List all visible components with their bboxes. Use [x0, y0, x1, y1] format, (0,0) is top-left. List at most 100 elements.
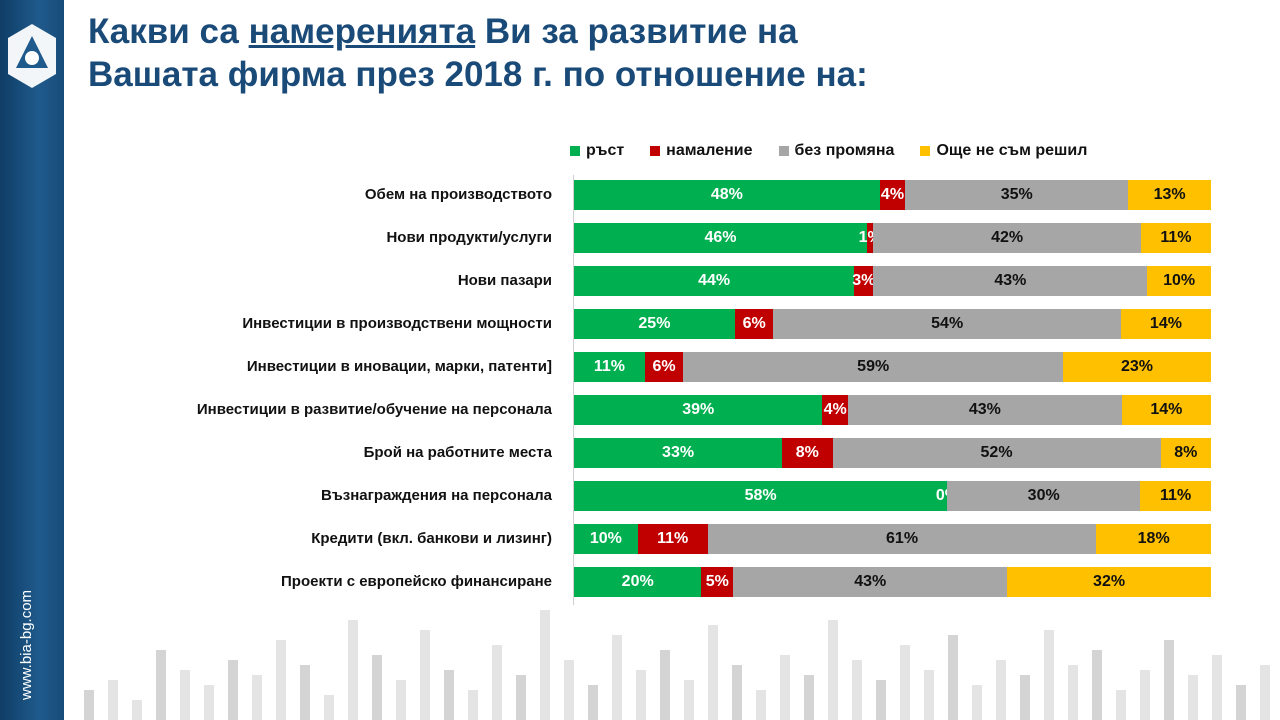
data-label: 14%	[1150, 401, 1183, 418]
decorative-skyline	[84, 610, 1270, 720]
data-label: 5%	[705, 573, 729, 590]
skyline-bar	[732, 665, 742, 720]
bar-segment-undecided: 14%	[1120, 309, 1211, 339]
bar-segment-decrease: 6%	[734, 309, 774, 339]
skyline-bar	[180, 670, 190, 720]
legend-swatch	[920, 146, 931, 156]
skyline-bar	[372, 655, 382, 720]
skyline-bar	[204, 685, 214, 720]
skyline-bar	[612, 635, 622, 720]
skyline-bar	[660, 650, 670, 720]
legend-item: Още не съм решил	[920, 142, 1087, 160]
bar-segment-decrease: 11%	[637, 524, 708, 554]
skyline-bar	[396, 680, 406, 720]
data-label: 23%	[1120, 358, 1153, 375]
data-label: 35%	[1000, 186, 1033, 203]
sidebar: www.bia-bg.com	[0, 0, 64, 720]
category-label: Нови продукти/услуги	[386, 229, 552, 246]
skyline-bar	[1188, 675, 1198, 720]
bar-segment-growth: 33%	[574, 438, 783, 468]
category-label: Обем на производството	[364, 186, 552, 203]
skyline-bar	[468, 690, 478, 720]
bar-segment-no-change: 42%	[873, 223, 1141, 253]
data-label: 48%	[710, 186, 743, 203]
bar-segment-no-change: 61%	[707, 524, 1097, 554]
title-underlined: намеренията	[248, 12, 476, 51]
bar-segment-no-change: 43%	[733, 567, 1008, 597]
bar-segment-growth: 11%	[574, 352, 645, 382]
skyline-bar	[1140, 670, 1150, 720]
bar-segment-growth: 20%	[574, 567, 702, 597]
data-label: 43%	[994, 272, 1027, 289]
website-url: www.bia-bg.com	[18, 589, 35, 700]
data-label: 11%	[1160, 229, 1192, 246]
bar-segment-no-change: 43%	[847, 395, 1122, 425]
skyline-bar	[228, 660, 238, 720]
skyline-bar	[852, 660, 862, 720]
skyline-bar	[1164, 640, 1174, 720]
skyline-bar	[756, 690, 766, 720]
title-line2: Вашата фирма през 2018 г. по отношение н…	[88, 55, 868, 94]
skyline-bar	[708, 625, 718, 720]
legend-label: ръст	[586, 142, 625, 159]
bar-segment-undecided: 32%	[1007, 567, 1211, 597]
skyline-bar	[108, 680, 118, 720]
skyline-bar	[780, 655, 790, 720]
category-axis	[573, 175, 574, 605]
bar-segment-undecided: 18%	[1096, 524, 1211, 554]
bia-logo-icon	[8, 24, 56, 88]
skyline-bar	[540, 610, 550, 720]
page-title: Какви са намеренията Ви за развитие на В…	[88, 10, 868, 96]
category-label: Проекти с европейско финансиране	[281, 573, 552, 590]
skyline-bar	[252, 675, 262, 720]
skyline-bar	[564, 660, 574, 720]
skyline-bar	[516, 675, 526, 720]
data-label: 10%	[1163, 272, 1196, 289]
bar-segment-growth: 39%	[574, 395, 823, 425]
bar-segment-growth: 58%	[574, 481, 948, 511]
skyline-bar	[588, 685, 598, 720]
legend-label: без промяна	[794, 142, 895, 159]
data-label: 59%	[857, 358, 890, 375]
data-label: 52%	[980, 444, 1013, 461]
skyline-bar	[1044, 630, 1054, 720]
title-text: Какви са	[88, 12, 249, 51]
data-label: 39%	[682, 401, 715, 418]
bar-segment-no-change: 54%	[773, 309, 1121, 339]
bar-segment-decrease: 6%	[644, 352, 684, 382]
data-label: 54%	[931, 315, 964, 332]
skyline-bar	[420, 630, 430, 720]
skyline-bar	[636, 670, 646, 720]
data-label: 14%	[1149, 315, 1182, 332]
legend-item: ръст	[570, 142, 624, 160]
bar-segment-growth: 25%	[574, 309, 735, 339]
legend-swatch	[778, 146, 789, 156]
data-label: 46%	[704, 229, 737, 246]
skyline-bar	[1236, 685, 1246, 720]
skyline-bar	[300, 665, 310, 720]
bar-segment-growth: 10%	[574, 524, 638, 554]
category-label: Инвестиции в развитие/обучение на персон…	[196, 401, 552, 418]
chart-legend: ръст намаление без промяна Още не съм решил	[570, 142, 1087, 160]
data-label: 8%	[795, 444, 819, 461]
skyline-bar	[1020, 675, 1030, 720]
category-label: Инвестиции в иновации, марки, патенти]	[246, 358, 552, 375]
skyline-bar	[492, 645, 502, 720]
skyline-bar	[900, 645, 910, 720]
legend-label: намаление	[666, 142, 753, 159]
skyline-bar	[348, 620, 358, 720]
skyline-bar	[156, 650, 166, 720]
data-label: 43%	[968, 401, 1001, 418]
bar-segment-no-change: 35%	[905, 180, 1129, 210]
bar-segment-no-change: 30%	[947, 481, 1141, 511]
skyline-bar	[444, 670, 454, 720]
data-label: 42%	[991, 229, 1024, 246]
data-label: 3%	[852, 272, 876, 289]
category-label: Кредити (вкл. банкови и лизинг)	[311, 530, 552, 547]
legend-label: Още не съм решил	[936, 142, 1088, 159]
data-label: 10%	[589, 530, 622, 547]
bar-segment-no-change: 52%	[832, 438, 1161, 468]
bar-segment-undecided: 10%	[1147, 266, 1211, 296]
skyline-bar	[1092, 650, 1102, 720]
category-label: Брой на работните места	[363, 444, 552, 461]
